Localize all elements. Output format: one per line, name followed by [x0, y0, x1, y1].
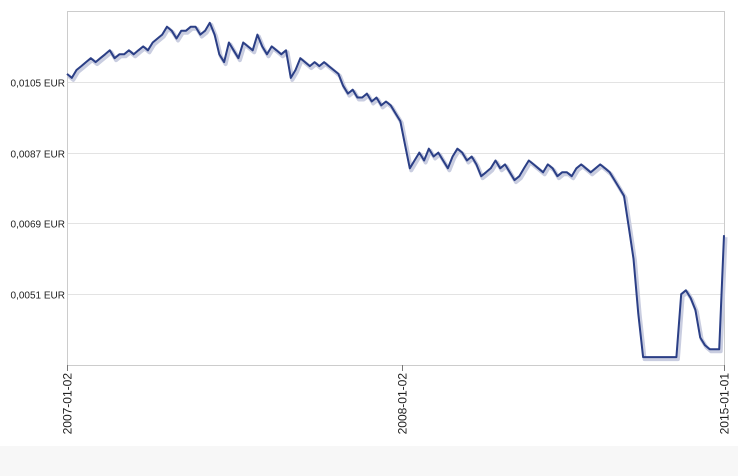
y-tick-label: 0,0069 EUR: [11, 220, 65, 231]
series-line: [66, 21, 725, 359]
y-tick-label: 0,0087 EUR: [11, 150, 65, 161]
x-tick-label: 2008-01-02: [396, 373, 410, 435]
y-tick-label: 0,0051 EUR: [11, 291, 65, 302]
x-axis: 2007-01-02 2008-01-02 2015-01-01: [61, 365, 732, 434]
series-line-shadow: [67, 22, 728, 362]
x-tick-label: 2007-01-02: [61, 373, 75, 435]
y-axis: 0,0105 EUR 0,0087 EUR 0,0069 EUR 0,0051 EUR: [11, 79, 65, 302]
plot-frame: [67, 11, 725, 366]
grid-layer: [67, 82, 724, 295]
series-layer: [66, 21, 728, 362]
y-tick-label: 0,0105 EUR: [11, 79, 65, 90]
x-tick-label: 2015-01-01: [718, 373, 732, 435]
chart-container: 0,0105 EUR 0,0087 EUR 0,0069 EUR 0,0051 EUR…: [10, 11, 732, 435]
line-chart: 0,0105 EUR 0,0087 EUR 0,0069 EUR 0,0051 EUR…: [11, 11, 732, 434]
